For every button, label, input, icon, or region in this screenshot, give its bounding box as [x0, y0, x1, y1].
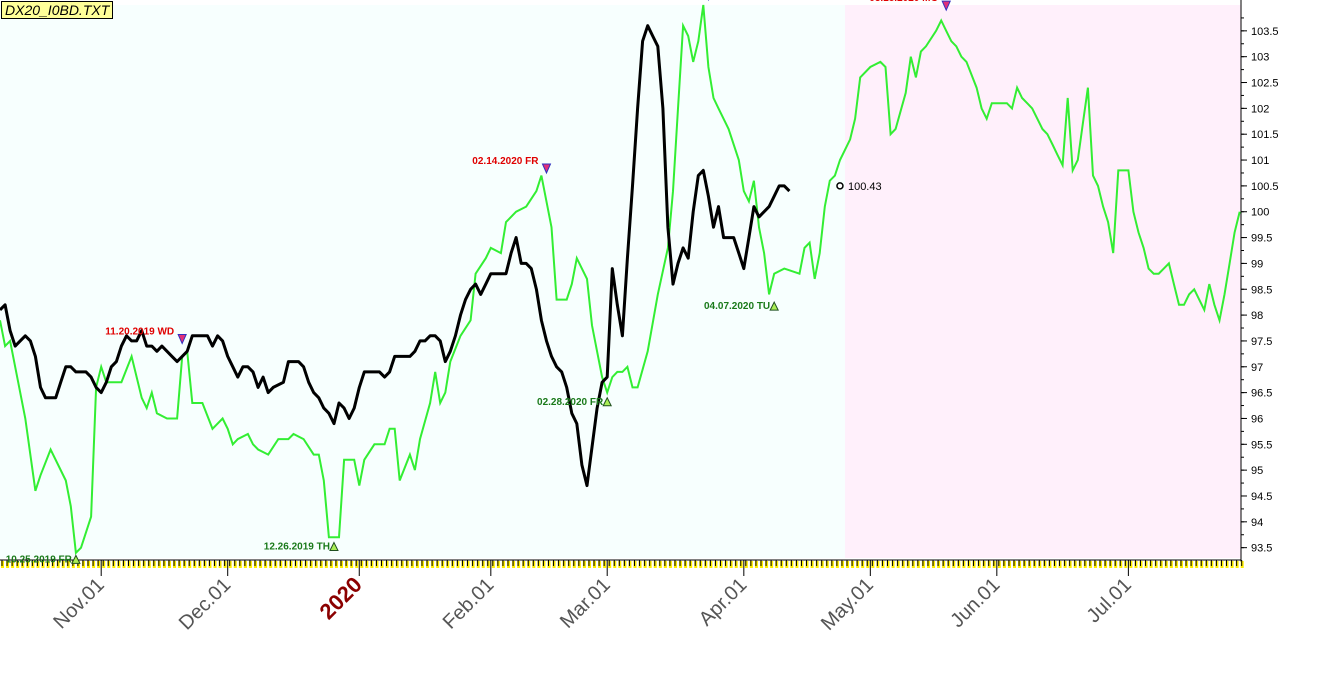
- y-tick-label: 101: [1251, 155, 1269, 167]
- low-arrow-marker: [769, 301, 779, 311]
- low-arrow-marker: [602, 396, 613, 407]
- low-date-label: 04.07.2020 TU: [704, 301, 770, 312]
- y-tick-label: 97.5: [1251, 336, 1272, 348]
- x-year-label: 2020: [315, 572, 367, 624]
- last-value-dot: [836, 182, 844, 190]
- past-period-background: [0, 5, 846, 558]
- x-tick-label: Apr.01: [695, 574, 751, 630]
- low-arrow-marker: [71, 554, 81, 564]
- y-tick-label: 96.5: [1251, 388, 1272, 400]
- last-value-marker: 100.43: [836, 181, 882, 193]
- high-date-label: 11.20.2019 WD: [105, 327, 174, 338]
- high-arrow-marker: [941, 0, 951, 12]
- high-arrow-marker: [541, 163, 552, 175]
- x-tick-label: Feb.01: [439, 574, 499, 634]
- file-name-label: DX20_I0BD.TXT: [1, 1, 114, 19]
- y-tick-label: 99.5: [1251, 233, 1272, 245]
- y-tick-label: 102: [1251, 103, 1269, 115]
- x-tick-label: May.01: [817, 574, 878, 635]
- y-tick-label: 103.5: [1251, 26, 1279, 38]
- y-tick-label: 93.5: [1251, 543, 1272, 555]
- low-date-label: 12.26.2019 TH: [264, 541, 330, 552]
- x-tick-label: Nov.01: [49, 574, 108, 633]
- low-arrow-marker: [329, 541, 339, 551]
- low-date-label: 02.28.2020 FR: [537, 397, 604, 408]
- y-tick-label: 103: [1251, 52, 1269, 64]
- y-tick-label: 97: [1251, 362, 1263, 374]
- y-axis: 93.5 94 94.5 95 95.5 96 96.5 97 97.5 98 98.5 99 99.5…: [1240, 0, 1279, 562]
- y-tick-label: 95.5: [1251, 439, 1272, 451]
- x-tick-label: Mar.01: [556, 574, 615, 633]
- future-period-background: [845, 5, 1241, 558]
- high-date-label: 05.18.2020 MO: [869, 0, 938, 4]
- y-tick-label: 102.5: [1251, 78, 1279, 90]
- x-tick-label: Jun.01: [946, 574, 1004, 632]
- y-tick-label: 100: [1251, 207, 1269, 219]
- y-tick-label: 100.5: [1251, 181, 1279, 193]
- y-tick-label: 95: [1251, 465, 1263, 477]
- x-axis: Nov.01 Dec.01 2020 Feb.01 Mar.01 Apr.01 May.01…: [0, 559, 1244, 635]
- last-value-label: 100.43: [848, 181, 882, 193]
- y-tick-label: 94.5: [1251, 491, 1272, 503]
- forecast-series-line: [0, 4, 1241, 555]
- high-date-label: 02.14.2020 FR: [472, 156, 539, 167]
- high-arrow-marker: [177, 334, 187, 345]
- price-series-line: [0, 24, 791, 488]
- y-tick-label: 99: [1251, 258, 1263, 270]
- x-tick-label: Dec.01: [175, 574, 235, 634]
- y-tick-label: 101.5: [1251, 129, 1279, 141]
- y-tick-label: 96: [1251, 413, 1263, 425]
- turning-point-annotations: 10.25.2019 FR 11.20.2019 WD 12.26.2019 TH 0…: [6, 0, 951, 565]
- y-tick-label: 94: [1251, 517, 1263, 529]
- low-date-label: 10.25.2019 FR: [6, 554, 73, 565]
- y-tick-label: 98.5: [1251, 284, 1272, 296]
- y-tick-label: 98: [1251, 310, 1263, 322]
- x-tick-label: Jul.01: [1083, 574, 1136, 627]
